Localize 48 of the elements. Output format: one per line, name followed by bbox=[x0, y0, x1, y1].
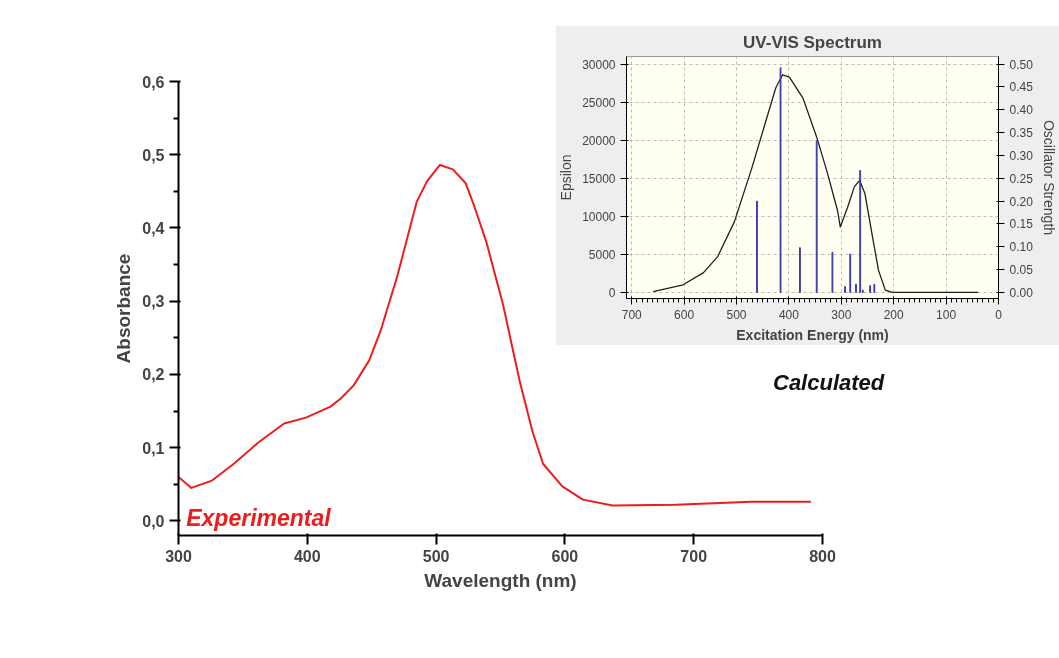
y2-tick-label: 0.50 bbox=[1009, 57, 1034, 72]
y-axis-title: Absorbance bbox=[113, 253, 135, 364]
y2-tick-label: 0.25 bbox=[1009, 171, 1034, 186]
y-tick-label: 0,5 bbox=[142, 146, 165, 164]
x-tick-label: 500 bbox=[726, 307, 747, 322]
x-tick-label: 400 bbox=[778, 307, 800, 322]
y2-tick-label: 0.15 bbox=[1009, 217, 1034, 232]
y-tick-label: 5000 bbox=[588, 247, 616, 262]
x-tick-label: 300 bbox=[831, 307, 852, 322]
y2-tick-label: 0.45 bbox=[1009, 80, 1034, 95]
y2-tick-label: 0.05 bbox=[1009, 263, 1034, 278]
y2-tick-label: 0.40 bbox=[1009, 103, 1034, 118]
x-tick-label: 800 bbox=[809, 547, 836, 565]
x-tick-label: 700 bbox=[621, 307, 643, 322]
x-tick-label: 0 bbox=[995, 307, 1003, 322]
annotation: Calculated bbox=[773, 369, 885, 397]
y-axis-title: Epsilon bbox=[558, 154, 575, 201]
y-tick-label: 10000 bbox=[582, 209, 616, 224]
y-tick-label: 0 bbox=[608, 285, 616, 300]
x-tick-label: 200 bbox=[883, 307, 905, 322]
chart-title: UV-VIS Spectrum bbox=[743, 32, 882, 52]
x-tick-label: 100 bbox=[936, 307, 957, 322]
y-tick-label: 0,3 bbox=[142, 293, 165, 311]
annotation: Experimental bbox=[186, 504, 332, 531]
y-tick-label: 20000 bbox=[582, 133, 616, 148]
y-tick-label: 15000 bbox=[582, 171, 616, 186]
y-tick-label: 0,1 bbox=[142, 439, 165, 457]
x-tick-label: 700 bbox=[680, 547, 708, 565]
y-tick-label: 0,4 bbox=[142, 219, 165, 237]
x-tick-label: 500 bbox=[422, 547, 450, 565]
x-tick-label: 300 bbox=[165, 547, 192, 565]
line-series bbox=[652, 74, 979, 294]
x-tick-label: 600 bbox=[551, 547, 579, 565]
x-tick-label: 400 bbox=[293, 547, 321, 565]
y-tick-label: 25000 bbox=[582, 95, 616, 110]
x-tick-label: 600 bbox=[674, 307, 695, 322]
y-tick-label: 0,0 bbox=[142, 512, 165, 530]
y2-tick-label: 0.20 bbox=[1009, 194, 1034, 209]
y-tick-label: 0,2 bbox=[142, 366, 165, 384]
y2-tick-label: 0.00 bbox=[1009, 285, 1034, 300]
y-tick-label: 30000 bbox=[582, 57, 616, 72]
y2-tick-label: 0.10 bbox=[1009, 240, 1034, 255]
x-axis-title: Wavelength (nm) bbox=[424, 569, 577, 591]
x-axis-title: Excitation Energy (nm) bbox=[736, 326, 889, 343]
y2-axis-title: Oscillator Strength bbox=[1040, 119, 1057, 236]
y2-tick-label: 0.35 bbox=[1009, 126, 1034, 141]
y-tick-label: 0,6 bbox=[142, 73, 165, 91]
y2-tick-label: 0.30 bbox=[1009, 148, 1034, 163]
